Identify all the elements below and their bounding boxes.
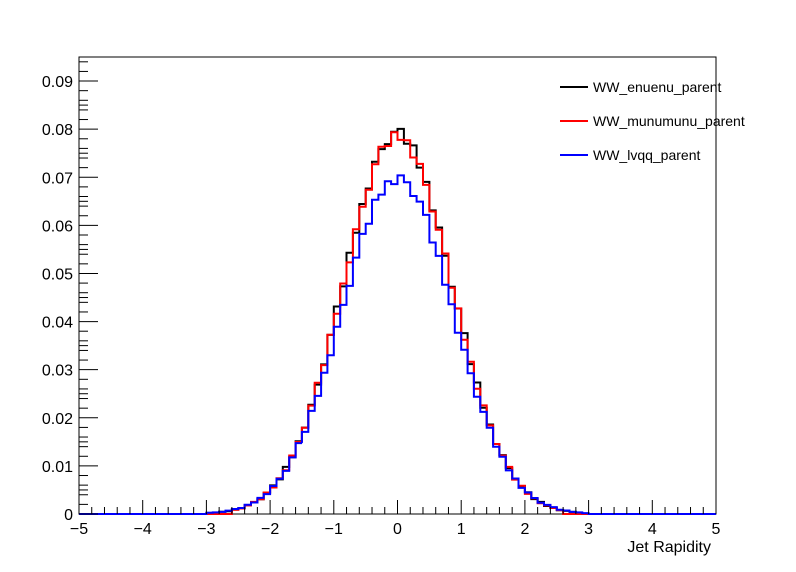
series-layer — [79, 127, 716, 515]
x-axis: −5 −4 −3 −2 −1 0 1 2 3 4 5 — [70, 500, 721, 538]
y-tick-label: 0.08 — [42, 122, 73, 139]
x-tick-label: −1 — [325, 521, 343, 538]
legend-label: WW_lvqq_parent — [593, 147, 700, 163]
x-tick-label: 3 — [584, 521, 593, 538]
x-tick-label: −3 — [197, 521, 215, 538]
y-tick-label: 0.07 — [42, 170, 73, 187]
legend-label: WW_munumunu_parent — [593, 113, 745, 129]
x-tick-label: −5 — [70, 521, 88, 538]
x-tick-label: 5 — [712, 521, 721, 538]
y-axis: 0 0.01 0.02 0.03 0.04 0.05 0.06 0.07 0.08 0.09 — [42, 56, 98, 524]
y-tick-label: 0 — [64, 507, 73, 524]
y-tick-label: 0.04 — [42, 315, 73, 332]
x-tick-label: −2 — [261, 521, 279, 538]
y-tick-label: 0.06 — [42, 218, 73, 235]
y-tick-label: 0.02 — [42, 411, 73, 428]
y-tick-label: 0.01 — [42, 459, 73, 476]
y-tick-label: 0.03 — [42, 363, 73, 380]
legend-label: WW_enuenu_parent — [593, 79, 722, 95]
y-tick-label: 0.05 — [42, 266, 73, 283]
x-tick-label: 4 — [648, 521, 657, 538]
legend: WW_enuenu_parent WW_munumunu_parent WW_lvq… — [560, 79, 745, 163]
x-tick-label: −4 — [134, 521, 152, 538]
x-tick-label: 2 — [520, 521, 529, 538]
x-tick-label: 0 — [393, 521, 402, 538]
x-tick-label: 1 — [457, 521, 466, 538]
x-axis-title: Jet Rapidity — [627, 539, 711, 556]
y-tick-label: 0.09 — [42, 74, 73, 91]
series-line-WW_lvqq_parent — [79, 174, 716, 515]
